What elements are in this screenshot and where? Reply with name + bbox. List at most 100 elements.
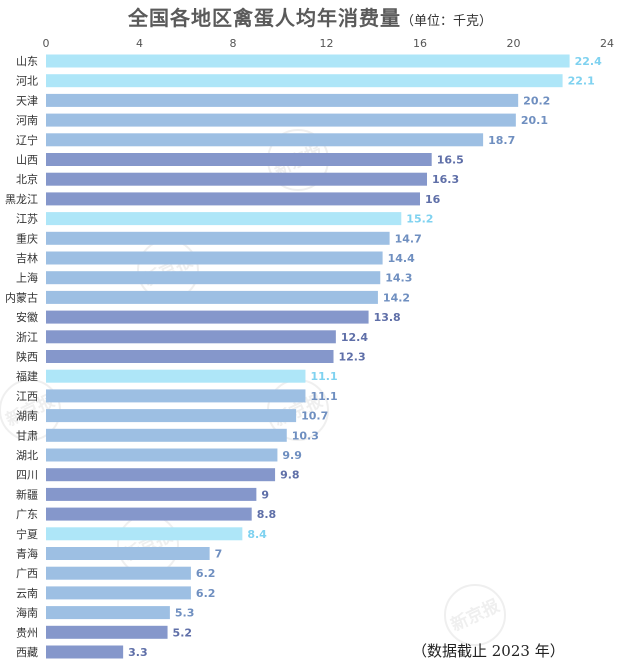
category-label: 辽宁 (16, 133, 38, 147)
watermark-stamp: 新京报 (117, 514, 179, 576)
chart-title: 全国各地区禽蛋人均年消费量 (127, 6, 401, 30)
bar (46, 231, 390, 245)
category-label: 青海 (16, 547, 38, 561)
value-label: 16.5 (437, 154, 464, 167)
bar (46, 54, 570, 68)
value-label: 3.3 (128, 646, 148, 659)
bar (46, 153, 432, 166)
watermark-ring (444, 584, 506, 646)
value-label: 14.2 (383, 291, 410, 304)
bar (46, 527, 243, 541)
bar (46, 487, 257, 501)
category-label: 广东 (16, 508, 38, 521)
bar (46, 507, 252, 521)
bar (46, 566, 191, 580)
bar (46, 369, 306, 383)
value-label: 5.2 (173, 626, 193, 639)
category-label: 黑龙江 (5, 193, 38, 206)
bar (46, 310, 369, 324)
value-label: 8.4 (247, 528, 267, 541)
watermark-text: 新京报 (448, 595, 503, 636)
bar (46, 74, 563, 88)
bar (46, 350, 334, 363)
value-label: 12.3 (339, 351, 366, 364)
value-label: 14.7 (395, 232, 422, 245)
bar (46, 586, 191, 600)
value-label: 20.2 (523, 94, 550, 107)
value-label: 13.8 (374, 311, 401, 324)
bar (46, 428, 287, 442)
unit-note: （单位：千克） (400, 14, 492, 29)
value-label: 5.3 (175, 607, 195, 620)
category-label: 湖北 (16, 449, 38, 462)
value-label: 10.7 (301, 410, 328, 423)
bar (46, 645, 124, 659)
category-label: 上海 (16, 271, 38, 285)
bar (46, 192, 420, 206)
x-tick-label: 0 (43, 37, 50, 50)
bar (46, 468, 276, 482)
category-label: 湖南 (16, 410, 38, 423)
category-label: 吉林 (16, 251, 38, 265)
value-label: 7 (215, 548, 223, 561)
bar (46, 606, 170, 620)
value-label: 14.3 (385, 272, 412, 285)
value-label: 14.4 (388, 252, 415, 265)
value-label: 12.4 (341, 331, 368, 344)
value-label: 15.2 (406, 213, 433, 226)
bar (46, 625, 168, 639)
category-label: 广西 (16, 567, 38, 580)
category-label: 陕西 (16, 350, 38, 364)
value-label: 22.1 (568, 75, 595, 88)
value-label: 11.1 (310, 370, 337, 383)
value-label: 18.7 (488, 134, 515, 147)
bar (46, 448, 278, 462)
data-footnote: （数据截止 2023 年） (412, 642, 565, 660)
x-tick-label: 20 (507, 37, 521, 50)
value-label: 9 (261, 488, 269, 501)
bar (46, 330, 336, 344)
bar (46, 271, 381, 285)
category-label: 海南 (16, 606, 38, 620)
category-label: 浙江 (16, 331, 38, 344)
category-label: 河北 (16, 75, 38, 88)
value-label: 22.4 (575, 55, 602, 68)
bar (46, 290, 378, 304)
category-label: 江苏 (16, 213, 38, 226)
x-tick-label: 12 (320, 37, 334, 50)
category-label: 甘肃 (16, 429, 38, 442)
bar (46, 212, 402, 226)
x-tick-label: 8 (230, 37, 237, 50)
category-label: 西藏 (16, 646, 38, 659)
category-label: 山西 (16, 154, 38, 167)
category-label: 江西 (16, 390, 38, 403)
x-tick-label: 16 (413, 37, 427, 50)
value-label: 6.2 (196, 567, 216, 580)
bar (46, 172, 428, 186)
value-label: 8.8 (257, 508, 277, 521)
bar (46, 93, 519, 107)
watermark-stamp: 新京报 (444, 584, 506, 646)
category-label: 河南 (16, 114, 38, 127)
value-label: 9.8 (280, 469, 300, 482)
category-label: 安徽 (16, 310, 38, 324)
category-label: 内蒙古 (5, 290, 38, 304)
value-label: 20.1 (521, 114, 548, 127)
category-label: 新疆 (16, 487, 38, 501)
value-label: 10.3 (292, 429, 319, 442)
category-label: 福建 (16, 369, 38, 383)
x-tick-label: 24 (600, 37, 614, 50)
category-label: 山东 (16, 55, 38, 68)
category-label: 重庆 (16, 231, 38, 245)
value-label: 16.3 (432, 173, 459, 186)
bar (46, 251, 383, 265)
value-label: 6.2 (196, 587, 216, 600)
chart-title-row: 全国各地区禽蛋人均年消费量（单位：千克） (0, 2, 620, 31)
category-label: 天津 (16, 94, 38, 107)
bar (46, 389, 306, 403)
bar (46, 409, 297, 423)
value-label: 16 (425, 193, 441, 206)
category-label: 北京 (16, 172, 38, 186)
bar (46, 547, 210, 560)
